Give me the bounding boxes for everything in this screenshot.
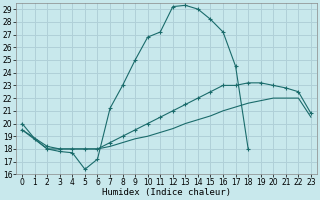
X-axis label: Humidex (Indice chaleur): Humidex (Indice chaleur)	[102, 188, 231, 197]
